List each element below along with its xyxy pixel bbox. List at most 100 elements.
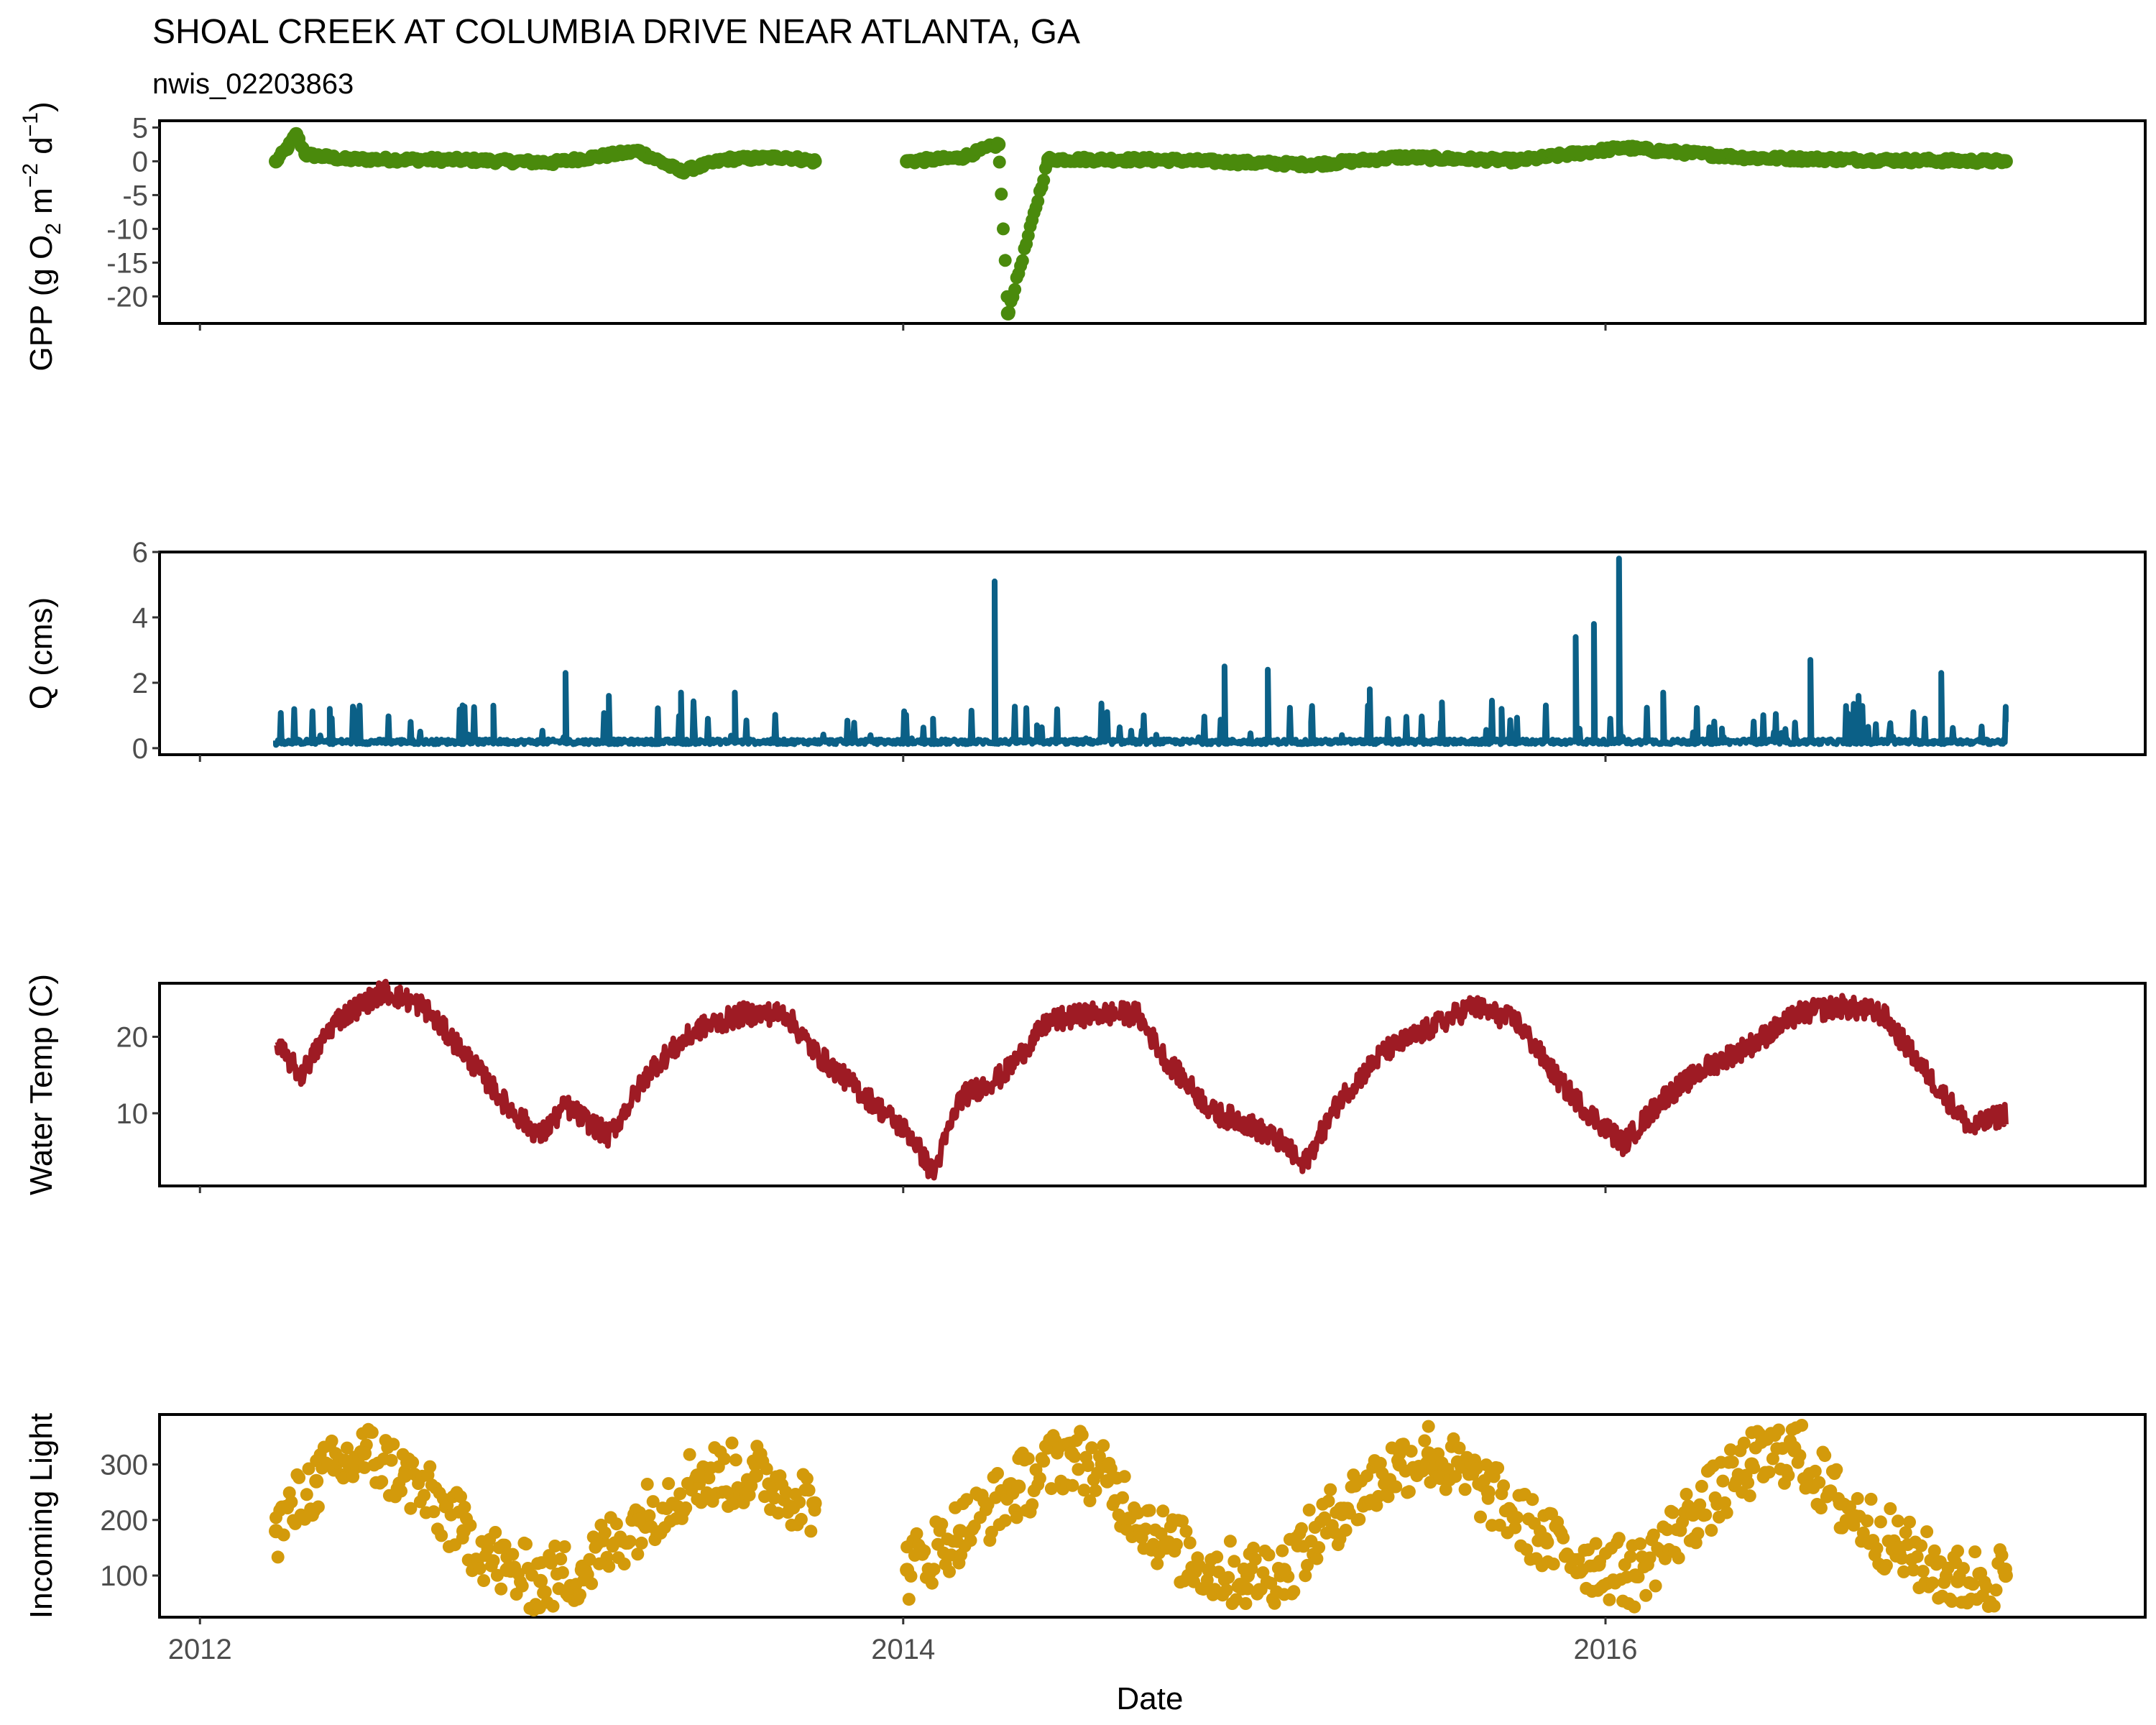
- data-point: [1987, 1599, 2001, 1613]
- data-point: [1304, 157, 1319, 172]
- data-point: [1510, 1511, 1524, 1524]
- data-point: [1077, 1484, 1091, 1497]
- y-axis-label-part: −2: [19, 163, 42, 188]
- data-point: [1081, 1459, 1095, 1473]
- y-tick-label: -15: [106, 247, 148, 279]
- data-point: [395, 1484, 407, 1498]
- data-point: [1240, 1568, 1255, 1583]
- data-point: [1920, 1525, 1934, 1539]
- data-point: [1861, 1514, 1874, 1528]
- y-tick-label: 6: [132, 537, 148, 569]
- data-point: [1649, 1579, 1662, 1593]
- y-tick-label: 200: [100, 1505, 148, 1537]
- data-point: [1916, 1565, 1930, 1578]
- data-point: [1104, 1462, 1118, 1476]
- data-point: [1666, 1506, 1680, 1519]
- data-point: [1452, 1441, 1466, 1455]
- data-point: [1421, 1446, 1436, 1461]
- data-point: [1795, 1419, 1809, 1432]
- data-point: [1966, 1578, 1980, 1591]
- data-point: [991, 1467, 1004, 1480]
- panel-temp: 20 10 Water Temp (C): [24, 974, 2147, 1195]
- data-point: [1741, 1476, 1755, 1489]
- data-point: [1995, 1548, 2009, 1562]
- data-point: [1089, 1484, 1102, 1497]
- data-point: [302, 1462, 315, 1476]
- y-axis-label-part: 2: [42, 223, 65, 235]
- data-point: [952, 1524, 967, 1539]
- series-temp: [274, 978, 2009, 1181]
- data-point: [807, 154, 822, 169]
- data-point: [1100, 1473, 1115, 1489]
- data-point: [944, 1548, 958, 1562]
- data-point: [384, 1453, 398, 1467]
- data-point: [1726, 1455, 1739, 1469]
- data-point: [1814, 1501, 1828, 1515]
- data-point: [1353, 1512, 1366, 1526]
- panel-q: 6 4 2 0 Q (cms): [24, 537, 2147, 765]
- data-point: [1957, 1562, 1970, 1576]
- y-tick-label: -20: [106, 281, 148, 313]
- data-point: [1737, 1436, 1751, 1450]
- data-point: [960, 1493, 974, 1506]
- data-point: [1693, 1498, 1707, 1512]
- data-point: [1295, 1522, 1308, 1535]
- data-point: [423, 1460, 437, 1473]
- data-point: [1339, 1524, 1353, 1537]
- data-point: [646, 1495, 660, 1509]
- data-point: [1202, 1563, 1217, 1578]
- data-point: [1656, 144, 1671, 159]
- data-point: [456, 152, 471, 167]
- data-point: [473, 1562, 487, 1576]
- data-point: [375, 1475, 389, 1489]
- data-point: [1044, 1482, 1058, 1496]
- data-point: [558, 1540, 571, 1553]
- data-point: [1223, 1535, 1237, 1548]
- data-point: [768, 1491, 781, 1505]
- series-light: [269, 1419, 2013, 1616]
- data-point: [1011, 1479, 1026, 1494]
- data-point: [927, 1563, 941, 1576]
- data-point: [477, 1574, 491, 1588]
- data-point: [910, 1527, 923, 1540]
- data-point: [1389, 1480, 1403, 1494]
- data-point: [778, 150, 793, 165]
- data-point: [1623, 1550, 1637, 1563]
- data-point: [749, 1468, 763, 1483]
- data-point: [1176, 1514, 1189, 1528]
- data-point: [454, 1490, 467, 1504]
- data-point: [300, 1488, 313, 1501]
- data-point: [1685, 1507, 1700, 1522]
- data-point: [1766, 1452, 1779, 1466]
- y-axis-label-part: GPP (g O: [24, 235, 59, 372]
- data-point: [1010, 1511, 1023, 1524]
- data-point: [1744, 150, 1759, 165]
- data-point: [635, 1536, 648, 1550]
- data-point: [1998, 154, 2013, 169]
- data-point: [1695, 1479, 1708, 1493]
- chart-subtitle: nwis_02203863: [152, 68, 354, 100]
- data-point: [1634, 1537, 1647, 1550]
- data-point: [583, 1552, 596, 1566]
- data-point: [341, 1441, 354, 1455]
- data-point: [289, 126, 304, 142]
- data-point: [1699, 1508, 1713, 1522]
- data-point: [1301, 1558, 1314, 1572]
- data-point: [1945, 1595, 1958, 1608]
- data-point: [397, 1468, 413, 1483]
- y-axis-label-part: m: [24, 188, 59, 223]
- data-point: [1299, 1569, 1312, 1583]
- data-point: [269, 154, 283, 169]
- data-point: [1227, 1555, 1241, 1568]
- data-point: [1998, 1568, 2013, 1583]
- data-point: [1864, 1492, 1878, 1506]
- x-tick-label: 2012: [168, 1634, 232, 1665]
- data-point: [1156, 1504, 1170, 1518]
- data-point: [998, 254, 1012, 267]
- data-point: [1000, 305, 1015, 321]
- data-point: [1895, 1552, 1909, 1565]
- data-point: [1041, 152, 1056, 167]
- y-tick-label: 300: [100, 1450, 148, 1481]
- data-point: [1772, 1423, 1785, 1437]
- data-point: [1083, 1494, 1097, 1507]
